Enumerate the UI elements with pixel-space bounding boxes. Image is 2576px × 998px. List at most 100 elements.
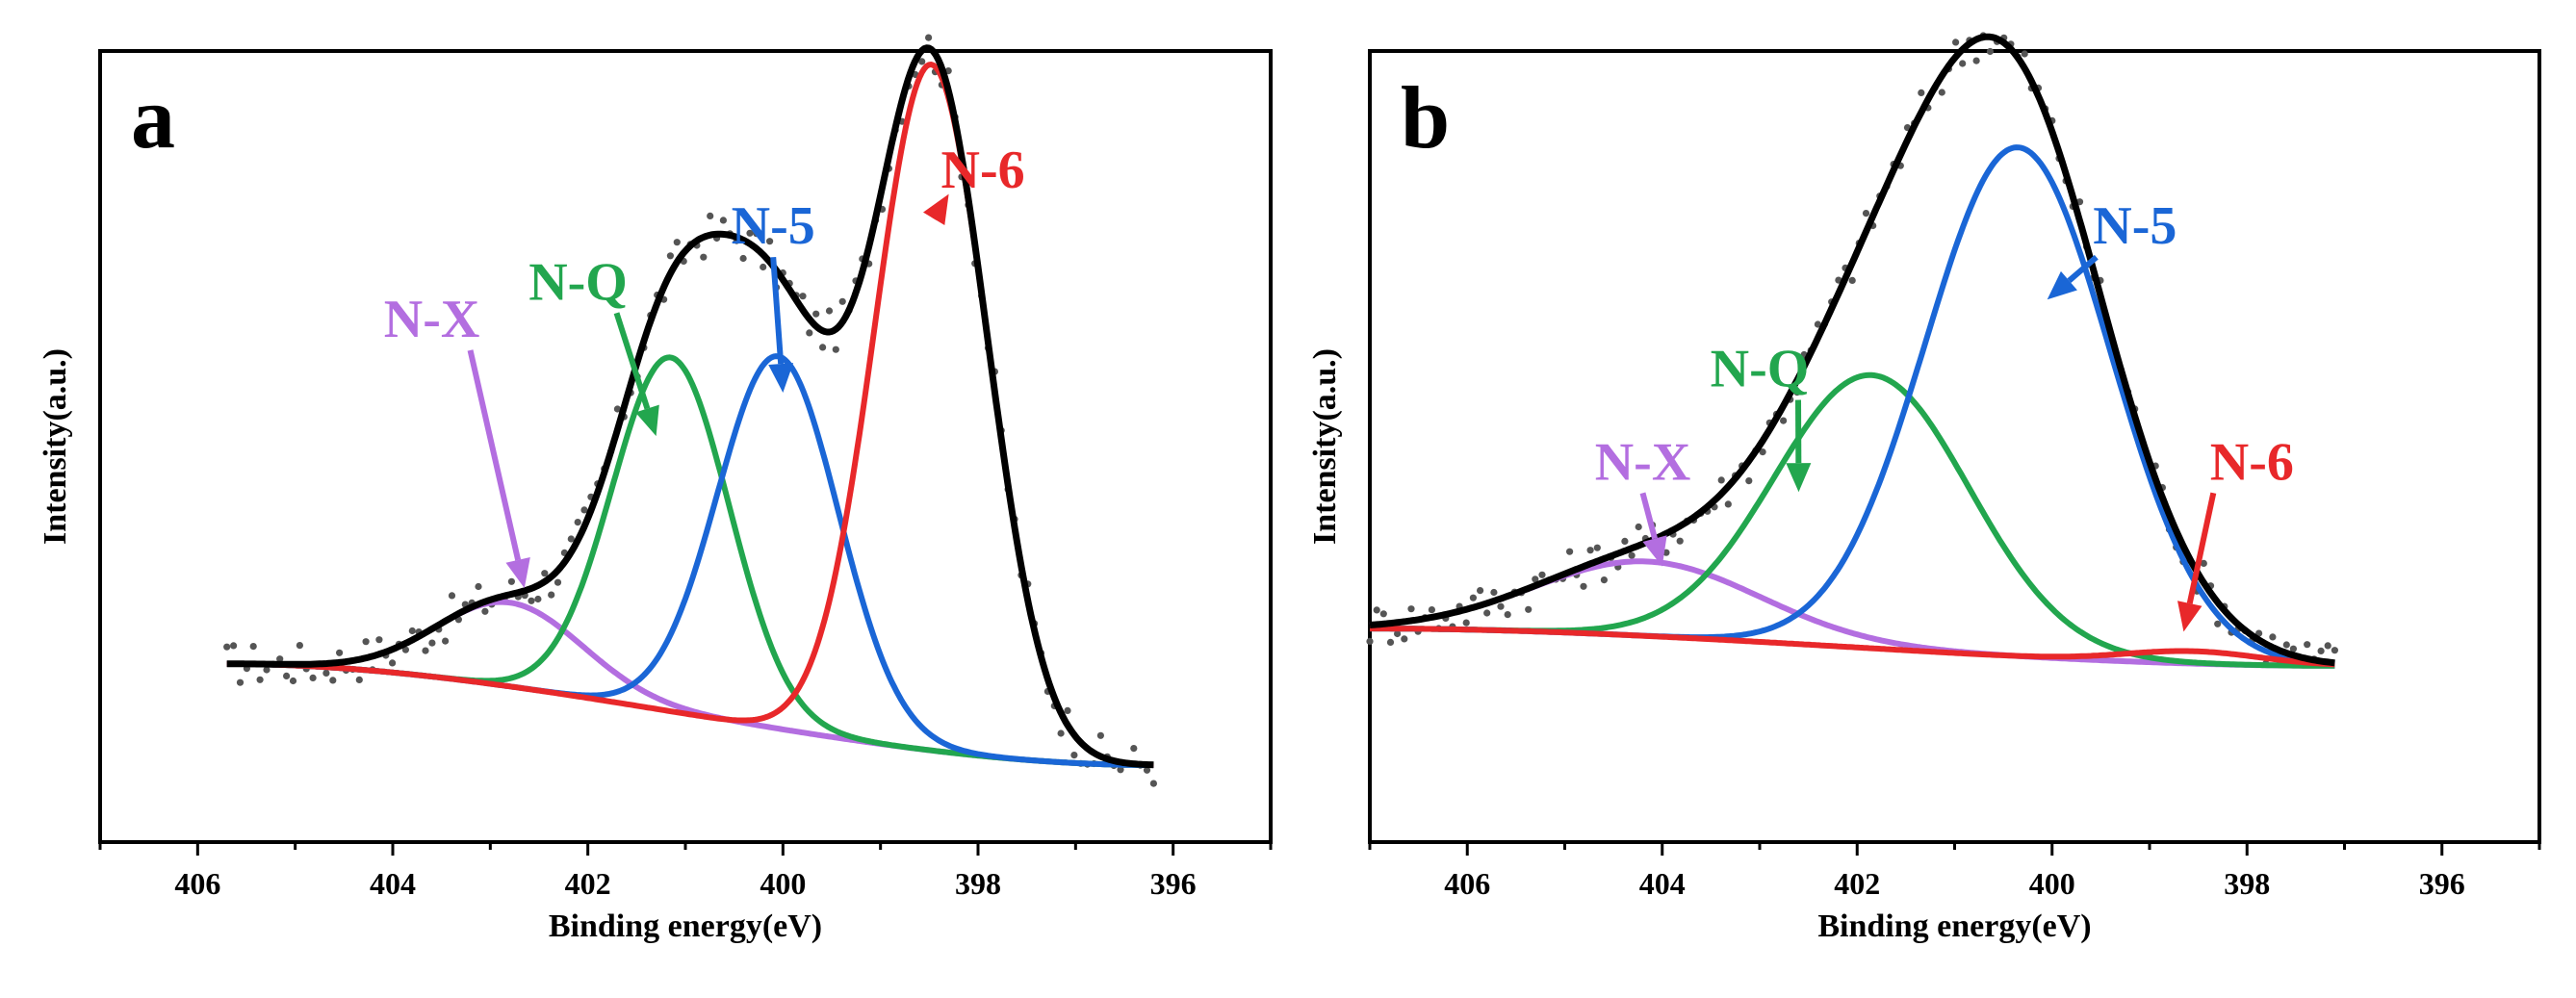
data-point <box>1594 545 1601 551</box>
data-point <box>1538 572 1545 578</box>
data-point <box>833 346 839 353</box>
x-tick-label: 400 <box>760 866 806 901</box>
x-tick-label: 398 <box>2224 866 2270 901</box>
x-tick-label: 402 <box>1834 866 1880 901</box>
plot-frame-b <box>1370 51 2539 842</box>
data-point <box>290 678 296 684</box>
data-point <box>2283 641 2290 648</box>
data-point <box>760 264 766 270</box>
data-point <box>1505 611 1511 618</box>
x-tick-label: 398 <box>955 866 1001 901</box>
data-point <box>1587 547 1594 553</box>
data-point <box>296 642 303 649</box>
data-point <box>2304 641 2310 648</box>
data-point <box>667 252 674 259</box>
data-point <box>375 636 382 643</box>
data-point <box>428 640 435 647</box>
data-point <box>1064 707 1070 714</box>
data-point <box>237 679 244 686</box>
data-point <box>1429 606 1435 613</box>
data-point <box>1070 752 1077 758</box>
data-point <box>700 254 707 261</box>
x-tick-label: 400 <box>2029 866 2075 901</box>
data-point <box>2318 648 2325 654</box>
data-point <box>1490 589 1497 596</box>
data-point <box>575 519 581 525</box>
component-n-5 <box>1370 147 2334 664</box>
data-point <box>1401 635 1407 642</box>
component-n-x <box>227 602 1154 765</box>
x-tick-label: 404 <box>1639 866 1686 901</box>
data-point <box>257 677 264 683</box>
data-point <box>422 648 428 654</box>
annotations-a: N-XN-QN-5N-6 <box>384 141 1025 588</box>
data-point <box>806 329 812 336</box>
data-point <box>1483 609 1490 616</box>
data-point <box>554 579 561 586</box>
data-point <box>1477 587 1483 594</box>
data-point <box>1973 58 1980 64</box>
data-point <box>674 239 681 245</box>
data-point <box>1130 745 1137 752</box>
data-point <box>409 627 416 634</box>
data-point <box>1366 638 1373 645</box>
data-point <box>1677 538 1684 545</box>
data-point <box>1621 538 1628 545</box>
data-point <box>1745 477 1752 484</box>
data-point <box>310 675 317 681</box>
label-n-x: N-X <box>1595 432 1691 492</box>
data-point <box>1863 210 1869 217</box>
data-point <box>839 298 846 305</box>
data-point <box>356 677 363 683</box>
data-point <box>475 583 481 590</box>
x-tick-label: 402 <box>565 866 611 901</box>
data-point <box>1636 524 1642 530</box>
data-point <box>1058 729 1065 736</box>
data-point <box>541 570 548 576</box>
x-axis-a: 406 404 402 400 398 396 <box>100 842 1271 901</box>
data-point <box>925 35 932 41</box>
arrowhead-n-q <box>635 405 659 437</box>
panel-label-a: a <box>131 68 175 166</box>
data-point <box>223 644 230 651</box>
label-n-q: N-Q <box>1711 340 1810 399</box>
data-point <box>442 638 449 645</box>
data-point <box>283 673 290 679</box>
data-point <box>2022 50 2028 57</box>
x-tick-label: 406 <box>174 866 220 901</box>
data-point <box>528 598 534 604</box>
data-point <box>1374 606 1380 613</box>
data-point <box>329 677 336 683</box>
data-point <box>2331 647 2338 653</box>
data-point <box>707 213 713 219</box>
data-point <box>1580 583 1586 590</box>
label-n-5: N-5 <box>732 196 815 256</box>
panel-label-b: b <box>1401 68 1450 166</box>
data-point <box>1150 780 1157 787</box>
data-point <box>1470 595 1477 601</box>
label-n-x: N-X <box>384 290 480 349</box>
arrowhead-n-5 <box>768 363 793 393</box>
data-point <box>389 659 396 666</box>
x-tick-label: 404 <box>370 866 416 901</box>
plot-frame-a <box>100 51 1271 842</box>
data-point <box>799 293 806 299</box>
x-axis-label-b: Binding energy(eV) <box>1817 908 2091 944</box>
data-point <box>1525 606 1532 613</box>
data-point <box>1387 639 1394 646</box>
label-n-5: N-5 <box>2093 196 2177 256</box>
data-point <box>1952 38 1959 45</box>
data-point <box>1566 549 1573 555</box>
component-n-q <box>227 357 1154 765</box>
data-point <box>812 311 819 318</box>
data-point <box>2325 642 2331 649</box>
x-tick-label: 396 <box>1150 866 1197 901</box>
data-point <box>2269 633 2276 640</box>
data-point <box>449 592 455 599</box>
y-axis-label-a: Intensity(a.u.) <box>38 348 73 545</box>
components-b <box>1370 147 2334 666</box>
x-axis-label-a: Binding energy(eV) <box>549 908 822 944</box>
